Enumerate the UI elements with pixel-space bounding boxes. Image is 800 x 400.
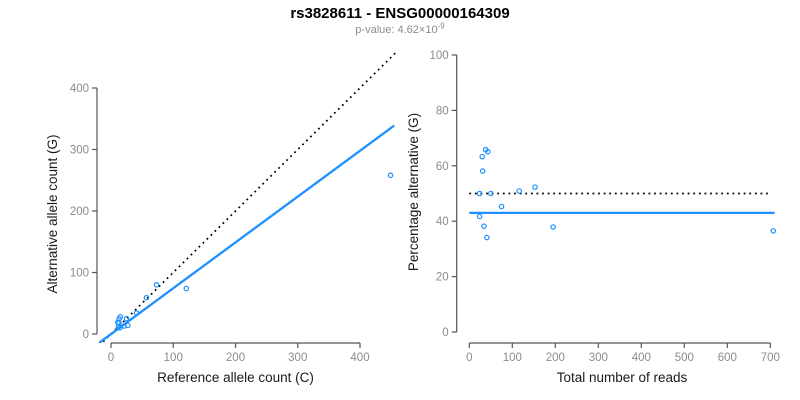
x-tick-label: 200 [226,352,245,364]
data-point [123,315,130,322]
x-tick-label: 400 [632,352,651,364]
data-point [479,168,486,174]
data-point [115,323,122,330]
y-tick-label: 40 [436,216,449,228]
data-point [484,234,490,241]
data-point [387,172,394,179]
x-tick-label: 300 [589,352,608,364]
data-point [476,190,483,197]
data-point [125,322,131,329]
x-axis-title: Reference allele count (C) [157,370,314,385]
x-tick-label: 400 [350,352,369,364]
data-point [532,184,538,190]
identity-line [100,50,398,343]
figure-subtitle: p-value: 4.62×10-9 [0,21,800,36]
fit-line [98,124,395,343]
pvalue-exponent: -9 [437,21,445,31]
data-point [498,203,505,210]
data-point [487,190,494,197]
x-tick-label: 700 [761,352,780,364]
y-tick-label: 80 [436,105,449,117]
x-tick-label: 200 [546,352,565,364]
y-tick-label: 300 [70,145,89,157]
data-point [481,223,487,229]
data-point [476,213,483,220]
data-point [516,188,522,194]
x-tick-label: 500 [675,352,694,364]
data-point [770,228,777,234]
percentage-vs-reads-plot-area [469,146,777,241]
data-point [479,153,486,160]
x-tick-label: 300 [288,352,307,364]
y-tick-label: 0 [83,329,89,341]
x-axis-title: Total number of reads [557,370,688,385]
x-tick-label: 0 [108,352,114,364]
y-tick-label: 0 [442,327,448,339]
x-tick-label: 600 [718,352,737,364]
data-point [116,325,123,331]
data-point [153,281,160,288]
data-point [550,224,556,230]
y-tick-label: 100 [430,50,449,62]
y-tick-label: 60 [436,161,449,173]
data-point [183,285,190,292]
y-tick-label: 200 [70,206,89,218]
allele-counts-plot-area [98,50,398,343]
y-axis-title: Alternative allele count (G) [45,134,60,293]
data-point [484,148,491,155]
percentage-vs-reads-axes: 0 100 200 300 400 500 600 700 0 20 40 60 80 100 Total … [406,50,780,385]
y-tick-label: 100 [70,268,89,280]
figure-title: rs3828611 - ENSG00000164309 [290,5,510,22]
data-point [117,313,124,320]
allele-counts-axes: 0 100 200 300 400 0 100 200 300 400 Reference alle… [45,83,370,385]
data-point [143,294,150,301]
pvalue-label: p-value: 4.62×10 [355,24,438,36]
y-axis-title: Percentage alternative (G) [406,113,421,271]
x-tick-label: 100 [503,352,522,364]
x-tick-label: 100 [164,352,183,364]
y-tick-label: 400 [70,83,89,95]
data-point [133,310,140,316]
x-tick-label: 0 [466,352,472,364]
y-tick-label: 20 [436,272,449,284]
